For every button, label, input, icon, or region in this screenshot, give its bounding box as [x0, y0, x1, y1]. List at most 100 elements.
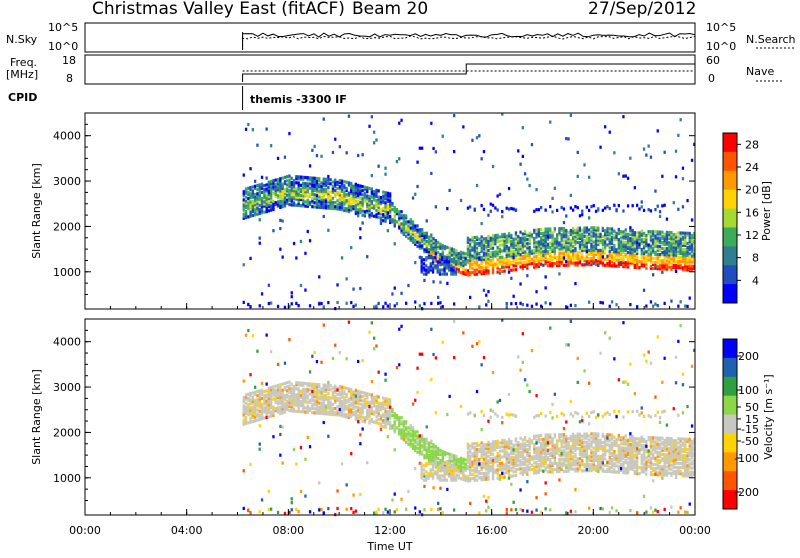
power-cell: [673, 201, 675, 204]
power-cell: [508, 259, 510, 262]
power-cell: [430, 172, 432, 175]
power-cell: [515, 302, 517, 305]
velocity-cell: [275, 407, 277, 410]
velocity-cell: [517, 355, 519, 358]
power-cell: [508, 187, 510, 190]
power-cell: [627, 233, 629, 236]
power-colorbar-swatch: [723, 265, 737, 284]
power-cell: [677, 235, 679, 238]
velocity-cell: [384, 508, 386, 511]
power-cell: [355, 183, 357, 186]
velocity-cell: [515, 437, 517, 440]
power-cell: [327, 301, 329, 304]
velocity-cell: [524, 378, 526, 381]
power-cell: [378, 165, 380, 168]
power-cell: [375, 213, 377, 216]
power-cell: [453, 266, 455, 269]
velocity-cell: [423, 485, 425, 488]
power-cell: [375, 305, 377, 308]
power-cell: [450, 258, 452, 261]
velocity-cell: [442, 511, 444, 514]
velocity-cell: [355, 389, 357, 392]
velocity-cell: [330, 401, 332, 404]
power-cell: [316, 177, 318, 180]
velocity-cell: [558, 458, 560, 461]
power-cell: [661, 247, 663, 250]
power-cell: [686, 305, 688, 308]
power-cell: [430, 244, 432, 247]
nsky-right-label: N.Search: [746, 33, 796, 46]
power-cell: [451, 247, 453, 250]
power-cell: [513, 242, 515, 245]
velocity-cell: [243, 404, 245, 407]
power-cell: [327, 205, 329, 208]
power-cell: [590, 257, 592, 260]
power-cell: [263, 184, 265, 187]
velocity-cell: [535, 447, 537, 450]
velocity-cell: [572, 433, 574, 436]
velocity-cell: [254, 386, 256, 389]
power-cell: [643, 256, 645, 259]
power-cell: [567, 137, 569, 140]
power-cell: [677, 305, 679, 308]
power-cell: [659, 245, 661, 248]
power-cell: [288, 175, 290, 178]
velocity-cell: [254, 391, 256, 394]
velocity-cell: [533, 461, 535, 464]
velocity-cell: [533, 465, 535, 468]
power-cell: [643, 289, 645, 292]
velocity-cell: [545, 434, 547, 437]
velocity-cell: [384, 407, 386, 410]
velocity-cell: [405, 432, 407, 435]
velocity-cell: [561, 458, 563, 461]
power-cell: [513, 250, 515, 253]
velocity-cell: [304, 406, 306, 409]
velocity-cell: [362, 399, 364, 402]
velocity-cell: [266, 416, 268, 419]
power-cell: [611, 252, 613, 255]
power-cell: [476, 236, 478, 239]
power-cell: [684, 248, 686, 251]
power-cell: [394, 304, 396, 307]
velocity-cell: [547, 470, 549, 473]
velocity-cell: [295, 387, 297, 390]
velocity-cell: [247, 421, 249, 424]
power-cell: [453, 302, 455, 305]
power-cell: [449, 247, 451, 250]
velocity-cell: [487, 459, 489, 462]
power-cell: [362, 221, 364, 224]
power-cell: [522, 155, 524, 158]
power-cell: [492, 247, 494, 250]
velocity-cell: [339, 385, 341, 388]
power-cell: [336, 199, 338, 202]
power-cell: [414, 261, 416, 264]
power-cell: [565, 305, 567, 308]
power-cell: [350, 301, 352, 304]
power-cell: [634, 247, 636, 250]
velocity-cell: [563, 462, 565, 465]
power-cell: [446, 207, 448, 210]
velocity-cell: [419, 353, 421, 356]
velocity-cell: [339, 397, 341, 400]
power-cell: [247, 197, 249, 200]
velocity-cell: [506, 413, 508, 416]
velocity-cell: [419, 510, 421, 513]
velocity-cell: [565, 343, 567, 346]
velocity-cell: [545, 481, 547, 484]
power-cell: [469, 243, 471, 246]
velocity-cell: [542, 438, 544, 441]
velocity-cell: [510, 467, 512, 470]
velocity-cell: [309, 399, 311, 402]
velocity-cell: [400, 416, 402, 419]
power-cell: [266, 194, 268, 197]
velocity-cell: [320, 508, 322, 511]
power-cell: [325, 188, 327, 191]
power-cell: [565, 264, 567, 267]
power-cell: [261, 183, 263, 186]
power-cell: [622, 175, 624, 178]
power-cell: [535, 290, 537, 293]
velocity-cell: [476, 342, 478, 345]
power-cell: [394, 214, 396, 217]
nsky-panel: N.Sky 10^5 10^0 10^5 10^0 N.Search: [6, 21, 796, 53]
velocity-cell: [481, 441, 483, 444]
